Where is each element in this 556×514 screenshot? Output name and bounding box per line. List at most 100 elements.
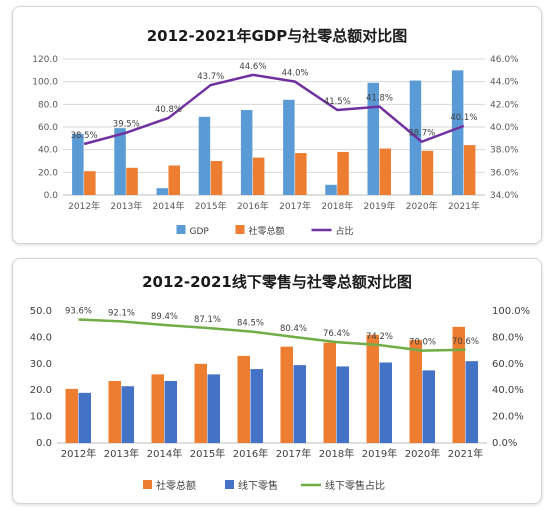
gdp-retail-chart-card: 2012-2021年GDP与社零总额对比图 0.0 20.0 40.0 60.0 80.…	[12, 6, 542, 244]
x-tick-label: 2012年	[61, 447, 96, 460]
bar-GDP	[240, 110, 253, 195]
bar-社零总额	[84, 171, 96, 195]
y-tick-label: 40.0	[38, 146, 58, 156]
data-label: 41.5%	[324, 97, 351, 107]
x-tick-label: 2020年	[406, 200, 438, 212]
y-tick-label: 10.0	[30, 412, 52, 423]
y-tick-label: 20.0	[30, 385, 52, 396]
bar-线下零售	[164, 380, 177, 443]
legend-swatch	[235, 225, 245, 234]
x-tick-label: 2021年	[448, 200, 480, 212]
data-label: 84.5%	[237, 318, 264, 328]
legend-label: 线下零售	[238, 479, 278, 492]
bar-GDP	[325, 184, 337, 195]
y2-tick-label: 40.0%	[490, 123, 519, 133]
bar-线下零售	[379, 362, 392, 443]
chart-title: 2012-2021线下零售与社零总额对比图	[142, 273, 412, 291]
bar-线下零售	[78, 392, 91, 443]
x-tick-label: 2017年	[279, 200, 311, 212]
y-tick-label: 100.0	[32, 78, 58, 88]
x-tick-label: 2013年	[110, 200, 142, 212]
data-label: 40.1%	[450, 113, 477, 123]
data-label: 87.1%	[194, 315, 221, 325]
data-label: 89.4%	[151, 312, 178, 322]
data-label: 38.5%	[71, 131, 98, 141]
bar-社零总额	[337, 151, 349, 195]
legend-label: 线下零售占比	[325, 479, 385, 492]
bar-GDP	[198, 116, 211, 195]
bar-线下零售	[207, 374, 220, 443]
bar-GDP	[114, 128, 126, 195]
y2-tick-label: 40.0%	[492, 385, 524, 396]
bar-社零总额	[366, 334, 379, 443]
data-label: 39.5%	[113, 120, 140, 130]
y2-tick-label: 46.0%	[490, 55, 519, 65]
x-tick-label: 2015年	[190, 447, 225, 460]
data-label: 93.6%	[65, 306, 92, 316]
bar-社零总额	[252, 157, 265, 195]
y-tick-label: 60.0	[38, 123, 58, 133]
x-tick-label: 2019年	[364, 200, 396, 212]
x-tick-label: 2014年	[153, 200, 185, 212]
x-tick-label: 2018年	[319, 447, 354, 460]
bar-线下零售	[336, 366, 349, 443]
y2-tick-label: 44.0%	[490, 78, 519, 88]
bar-社零总额	[210, 161, 223, 195]
y-tick-label: 0.0	[36, 438, 52, 449]
offline-retail-chart-card: 2012-2021线下零售与社零总额对比图 0.0 10.0 20.0 30.0 40.…	[12, 258, 542, 504]
y-tick-label: 80.0	[38, 100, 58, 110]
chart-title: 2012-2021年GDP与社零总额对比图	[147, 27, 407, 45]
y-tick-label: 20.0	[38, 168, 58, 178]
legend-label: 社零总额	[156, 479, 196, 492]
y-tick-label: 120.0	[32, 55, 58, 65]
y2-tick-label: 0.0%	[492, 438, 517, 449]
legend-swatch	[176, 225, 186, 234]
bar-GDP	[156, 188, 168, 195]
x-tick-label: 2016年	[233, 447, 268, 460]
bar-社零总额	[323, 342, 336, 443]
data-label: 80.4%	[280, 324, 307, 334]
data-label: 38.7%	[408, 129, 435, 139]
legend-label: GDP	[190, 227, 210, 237]
x-tick-label: 2018年	[321, 200, 353, 212]
bar-社零总额	[237, 355, 250, 443]
y-tick-label: 50.0	[30, 306, 52, 317]
x-tick-label: 2017年	[276, 447, 311, 460]
bar-社零总额	[194, 363, 207, 443]
bar-线下零售	[422, 370, 435, 443]
bar-GDP	[72, 133, 84, 195]
data-label: 92.1%	[108, 308, 135, 318]
offline-retail-chart: 2012-2021线下零售与社零总额对比图 0.0 10.0 20.0 30.0 40.…	[30, 273, 530, 492]
line-线下零售占比	[78, 318, 466, 352]
x-tick-label: 2019年	[362, 447, 397, 460]
x-tick-label: 2015年	[195, 200, 227, 212]
y-tick-label: 30.0	[30, 359, 52, 370]
data-label: 70.0%	[409, 338, 436, 348]
bar-社零总额	[168, 165, 180, 195]
y-tick-label: 40.0	[30, 332, 52, 343]
bar-社零总额	[295, 153, 307, 195]
line-占比	[83, 73, 465, 146]
y2-tick-label: 60.0%	[492, 359, 524, 370]
bar-社零总额	[65, 388, 78, 443]
legend-swatch	[225, 480, 234, 489]
y2-tick-label: 34.0%	[490, 191, 519, 201]
x-tick-label: 2020年	[405, 447, 440, 460]
x-tick-label: 2012年	[68, 200, 100, 212]
bar-线下零售	[250, 369, 263, 443]
x-tick-label: 2021年	[448, 447, 483, 460]
data-label: 41.8%	[366, 94, 393, 104]
y2-tick-label: 80.0%	[492, 332, 524, 343]
gdp-retail-chart: 2012-2021年GDP与社零总额对比图 0.0 20.0 40.0 60.0 80.…	[32, 27, 519, 237]
data-label: 74.2%	[366, 332, 393, 342]
legend-swatch	[143, 480, 152, 489]
bar-社零总额	[151, 374, 164, 443]
data-label: 76.4%	[323, 329, 350, 339]
y2-tick-label: 42.0%	[490, 100, 519, 110]
x-tick-label: 2014年	[147, 447, 182, 460]
data-label: 43.7%	[197, 72, 224, 82]
bar-线下零售	[293, 365, 306, 443]
bar-社零总额	[126, 167, 138, 195]
x-tick-label: 2016年	[237, 200, 269, 212]
legend-label: 占比	[336, 225, 354, 237]
